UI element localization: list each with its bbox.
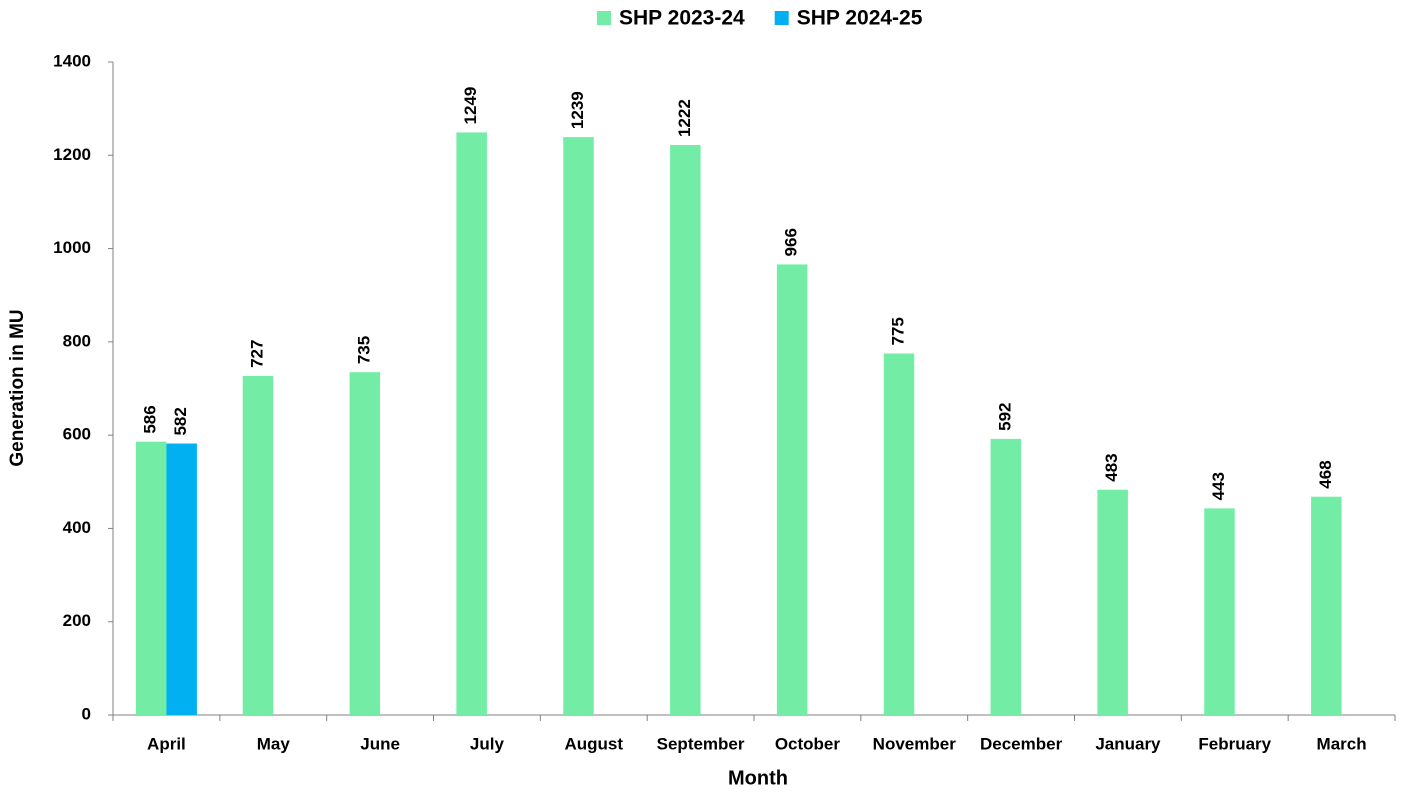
- data-label: 1249: [461, 87, 480, 125]
- data-label: 468: [1316, 460, 1335, 488]
- y-tick-label: 1000: [53, 238, 91, 257]
- x-axis-title: Month: [728, 767, 788, 789]
- bar: [456, 132, 487, 715]
- data-label: 592: [995, 402, 1014, 430]
- bar: [1311, 496, 1342, 715]
- bar: [135, 441, 167, 715]
- x-tick-label: June: [360, 734, 400, 753]
- bar: [670, 145, 701, 715]
- legend-label: SHP 2023-24: [619, 7, 745, 30]
- y-axis-title: Generation in MU: [7, 309, 28, 466]
- x-tick-label: September: [657, 734, 745, 753]
- x-tick-label: December: [980, 734, 1063, 753]
- y-tick-label: 1400: [53, 51, 91, 70]
- bar: [166, 443, 197, 715]
- bar: [776, 264, 808, 715]
- y-tick-label: 1200: [53, 145, 91, 164]
- x-tick-label: February: [1198, 734, 1271, 753]
- y-tick-label: 400: [63, 518, 91, 537]
- x-tick-label: April: [147, 734, 186, 753]
- data-label: 582: [171, 407, 190, 435]
- bar: [242, 375, 274, 715]
- legend-swatch: [774, 11, 789, 25]
- x-tick-label: March: [1317, 734, 1367, 753]
- data-label: 775: [888, 317, 907, 345]
- data-label: 586: [141, 405, 160, 433]
- x-tick-label: July: [470, 734, 505, 753]
- data-label: 443: [1209, 472, 1228, 500]
- data-label: 966: [782, 228, 801, 256]
- bar: [883, 353, 915, 715]
- x-tick-label: May: [257, 734, 291, 753]
- y-tick-label: 0: [82, 704, 91, 723]
- data-label: 1222: [675, 99, 694, 137]
- data-label: 483: [1102, 453, 1121, 481]
- bar: [990, 438, 1022, 715]
- data-label: 735: [354, 336, 373, 364]
- legend-label: SHP 2024-25: [797, 7, 923, 30]
- data-label: 727: [247, 340, 266, 368]
- bar: [1097, 489, 1128, 715]
- bar: [349, 372, 381, 715]
- bar: [1204, 508, 1235, 715]
- x-tick-label: January: [1095, 734, 1161, 753]
- y-tick-label: 800: [63, 331, 91, 350]
- legend-swatch: [597, 11, 611, 25]
- x-tick-label: November: [873, 734, 957, 753]
- x-tick-label: October: [775, 734, 841, 753]
- y-tick-label: 600: [63, 425, 91, 444]
- bar: [563, 137, 594, 716]
- x-tick-label: August: [564, 734, 623, 753]
- data-label: 1239: [568, 91, 587, 129]
- y-tick-label: 200: [63, 611, 91, 630]
